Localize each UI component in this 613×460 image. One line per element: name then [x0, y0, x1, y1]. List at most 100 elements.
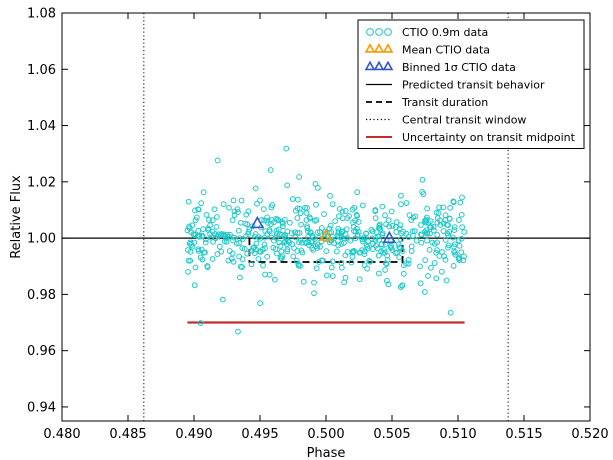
data-point: [229, 217, 236, 224]
data-point: [459, 224, 466, 230]
legend-label-mean: Mean CTIO data: [402, 44, 490, 57]
data-point: [198, 200, 205, 207]
data-point: [200, 226, 207, 233]
data-point: [328, 229, 335, 236]
data-point: [392, 224, 399, 231]
data-point: [214, 157, 221, 164]
data-point: [230, 197, 237, 204]
data-point: [398, 201, 404, 208]
data-point: [257, 197, 263, 204]
data-point: [185, 269, 191, 275]
data-point: [202, 239, 209, 246]
data-point: [261, 234, 268, 241]
binned-ctio-triangle-1: [382, 230, 397, 244]
data-point: [381, 247, 388, 253]
x-tick-label: 0.520: [571, 427, 608, 442]
data-point: [368, 235, 375, 242]
x-tick-label: 0.490: [175, 427, 212, 442]
data-point: [393, 219, 400, 226]
data-point: [298, 221, 304, 228]
data-point: [211, 206, 218, 213]
data-point: [349, 248, 356, 255]
data-point: [226, 204, 232, 211]
data-point: [192, 264, 199, 271]
data-point: [249, 223, 256, 230]
data-point: [204, 263, 211, 269]
data-point: [314, 241, 321, 248]
data-point: [451, 241, 458, 248]
data-point: [375, 270, 382, 277]
data-point: [253, 240, 260, 247]
legend-swatch-data: [384, 28, 392, 36]
data-point: [338, 228, 345, 235]
data-point: [445, 244, 451, 251]
data-point: [300, 278, 307, 285]
legend-label-binned: Binned 1σ CTIO data: [402, 61, 516, 74]
data-point: [396, 244, 403, 251]
data-point: [267, 167, 274, 173]
data-point: [387, 238, 394, 244]
data-point: [299, 239, 306, 246]
data-point: [428, 224, 435, 231]
data-point: [235, 328, 241, 335]
data-point: [449, 234, 456, 241]
data-point: [314, 229, 321, 236]
data-point: [450, 263, 457, 269]
y-axis-label: Relative Flux: [9, 175, 24, 259]
data-point: [266, 271, 273, 278]
data-point: [218, 248, 225, 255]
data-point: [191, 282, 198, 289]
data-point: [245, 228, 252, 235]
data-point: [376, 221, 383, 228]
data-point: [405, 257, 412, 263]
data-point: [239, 236, 246, 242]
data-point: [195, 206, 202, 213]
data-point: [426, 246, 433, 253]
data-point: [220, 201, 227, 208]
data-point: [185, 198, 192, 205]
data-point: [419, 231, 425, 238]
data-point: [355, 219, 362, 225]
data-point: [342, 274, 349, 281]
data-point: [445, 222, 451, 229]
data-point: [207, 222, 213, 229]
binned-ctio-triangle-0: [250, 215, 265, 229]
data-point: [385, 217, 392, 224]
data-point: [364, 265, 370, 272]
data-point: [356, 276, 363, 283]
data-point: [252, 185, 259, 192]
data-point: [256, 248, 263, 255]
data-point: [441, 253, 448, 260]
data-point: [359, 202, 366, 209]
data-point: [342, 208, 349, 214]
data-point: [354, 189, 361, 196]
data-point: [417, 263, 423, 270]
data-point: [235, 227, 242, 234]
data-point: [277, 243, 284, 249]
data-point: [344, 215, 351, 221]
data-point: [458, 211, 465, 218]
data-point: [223, 235, 230, 242]
data-point: [246, 226, 253, 233]
data-point: [382, 267, 388, 273]
data-point: [435, 210, 442, 217]
data-point: [292, 229, 298, 236]
data-point: [203, 236, 209, 243]
data-point: [347, 237, 354, 244]
data-point: [262, 245, 268, 252]
data-point: [424, 205, 431, 212]
data-point: [192, 217, 199, 224]
data-point: [299, 249, 306, 256]
data-point: [363, 230, 370, 237]
data-point: [185, 257, 192, 264]
data-point: [311, 236, 318, 243]
legend-swatch-mean: [382, 43, 394, 53]
data-point: [239, 256, 246, 263]
data-point: [452, 251, 459, 258]
x-tick-label: 0.495: [241, 427, 278, 442]
data-point: [430, 223, 437, 230]
data-point: [361, 248, 368, 255]
data-point: [312, 181, 319, 187]
data-point: [198, 246, 205, 253]
